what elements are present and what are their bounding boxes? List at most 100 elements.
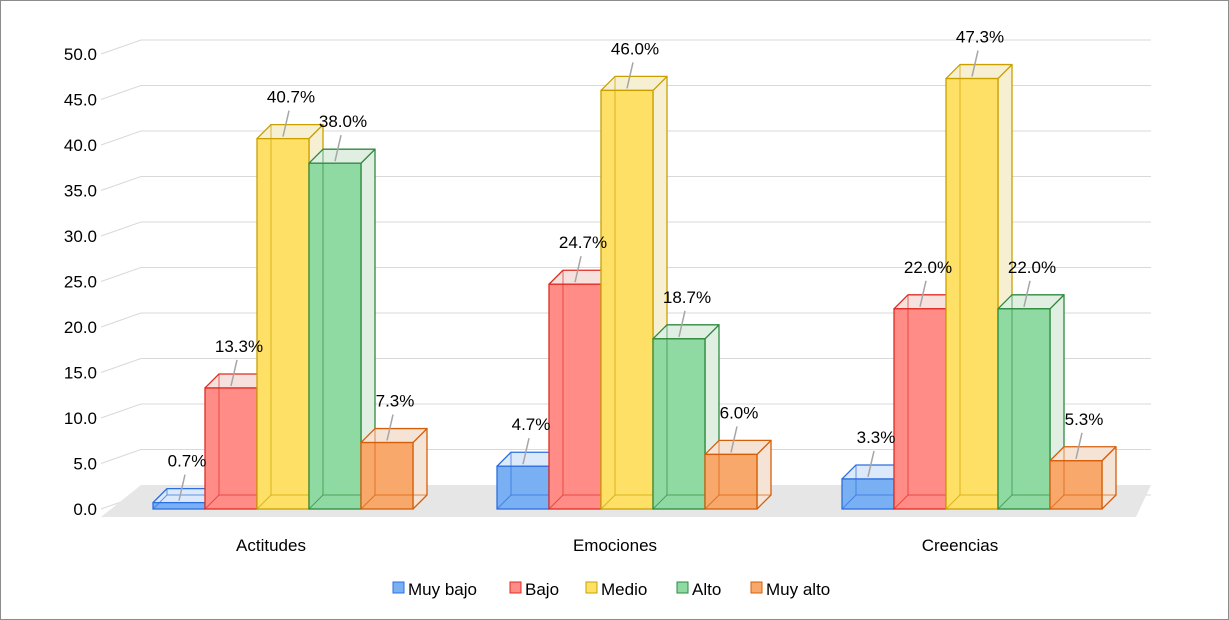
bar-muy-alto-actitudes [360, 427, 428, 510]
data-label-leader [334, 135, 342, 162]
y-tick-label: 40.0 [64, 136, 97, 155]
gridline-side [100, 403, 142, 419]
bar-depth-edge [308, 494, 324, 510]
legend-item-bajo: Bajo [509, 580, 559, 599]
y-tick-label: 50.0 [64, 45, 97, 64]
data-label-leader [574, 256, 582, 283]
bar-front [945, 77, 999, 510]
y-tick-label: 30.0 [64, 227, 97, 246]
bar-depth-edge [997, 494, 1013, 510]
y-tick-label: 25.0 [64, 273, 97, 292]
x-category-label: Actitudes [236, 536, 306, 555]
y-tick-label: 45.0 [64, 91, 97, 110]
bar-front [152, 501, 206, 510]
y-axis: 0.0 5.0 10.0 15.0 20.0 25.0 30.0 35.0 40.0 45.0 50… [64, 45, 97, 519]
data-label-leader [919, 280, 927, 307]
data-label: 24.7% [559, 233, 607, 252]
gridline-side [100, 176, 142, 191]
bar-depth-edge [496, 494, 512, 510]
bar-depth-edge [893, 494, 909, 510]
data-label-leader [1023, 280, 1031, 307]
legend-item-muy-alto: Muy alto [750, 580, 830, 599]
data-label-leader [1075, 432, 1083, 459]
bar-depth-edge [360, 494, 376, 510]
gridline-side [100, 130, 142, 146]
bar-muy-alto-emociones [704, 439, 772, 510]
gridline-side [100, 358, 142, 373]
bar-front [256, 137, 310, 510]
bar-front [308, 162, 362, 510]
bar-front [204, 387, 258, 510]
y-tick-label: 10.0 [64, 409, 97, 428]
legend-item-alto: Alto [676, 580, 721, 599]
data-label: 13.3% [215, 337, 263, 356]
data-label: 4.7% [512, 415, 551, 434]
bar-front [548, 283, 602, 510]
bar-front [841, 478, 895, 510]
data-label: 18.7% [663, 288, 711, 307]
data-label-leader [230, 359, 238, 387]
x-category-label: Emociones [573, 536, 657, 555]
gridline-side [100, 449, 142, 464]
bar-depth-edge [841, 494, 857, 510]
data-label-leader [178, 474, 186, 501]
bar-depth-edge [704, 494, 720, 510]
data-label: 3.3% [857, 428, 896, 447]
bars [152, 63, 1117, 510]
bar-depth-edge [945, 494, 961, 510]
data-label: 46.0% [611, 39, 659, 58]
data-label: 0.7% [168, 452, 207, 471]
y-tick-label: 35.0 [64, 182, 97, 201]
data-label: 7.3% [376, 392, 415, 411]
bar-depth-edge [1049, 494, 1065, 510]
data-label-leader [971, 50, 979, 77]
gridline-side [100, 267, 142, 282]
data-label-leader [730, 426, 738, 453]
gridline-side [100, 85, 142, 100]
data-label-leader [522, 438, 530, 465]
bar-depth-edge [204, 494, 220, 510]
y-tick-label: 15.0 [64, 364, 97, 383]
x-category-label: Creencias [922, 536, 999, 555]
x-axis: Actitudes Emociones Creencias [236, 536, 998, 555]
legend-label: Alto [692, 580, 721, 599]
legend-swatch [392, 581, 405, 594]
data-label: 22.0% [1008, 258, 1056, 277]
legend-swatch [585, 581, 598, 594]
data-label-leader [626, 62, 634, 89]
legend: Muy bajo Bajo Medio Alto Muy alto [392, 580, 830, 599]
data-label-leader [282, 110, 290, 137]
bar-depth-edge [652, 494, 668, 510]
legend-label: Bajo [525, 580, 559, 599]
bar-depth-edge [600, 494, 616, 510]
bar-front [652, 338, 706, 510]
data-label-leader [867, 450, 875, 478]
bar-depth-edge [256, 494, 272, 510]
data-label: 5.3% [1065, 410, 1104, 429]
data-labels: 0.7% 13.3% 40.7%38.0% 7.3% 4.7% 24.7% 46.0% 18.… [168, 28, 1104, 501]
legend-label: Muy bajo [408, 580, 477, 599]
gridline-side [100, 221, 142, 237]
bar-depth-edge [152, 494, 168, 510]
data-label-leader [386, 414, 394, 441]
bar-front [360, 441, 414, 510]
data-label: 40.7% [267, 88, 315, 107]
bar-alto-actitudes [308, 148, 376, 510]
bar-muy-alto-creencias [1049, 446, 1117, 510]
data-label: 38.0% [319, 112, 367, 131]
data-label: 6.0% [720, 403, 759, 422]
y-tick-label: 0.0 [73, 500, 97, 519]
legend-label: Medio [601, 580, 647, 599]
bar-front [600, 89, 654, 510]
gridline-side [100, 39, 142, 55]
legend-swatch [750, 581, 763, 594]
legend-item-medio: Medio [585, 580, 647, 599]
bar-depth-edge [548, 494, 564, 510]
legend-swatch [509, 581, 522, 594]
bar-front [496, 465, 550, 510]
data-label-leader [678, 310, 686, 337]
data-label: 22.0% [904, 258, 952, 277]
bar-front [997, 308, 1051, 510]
